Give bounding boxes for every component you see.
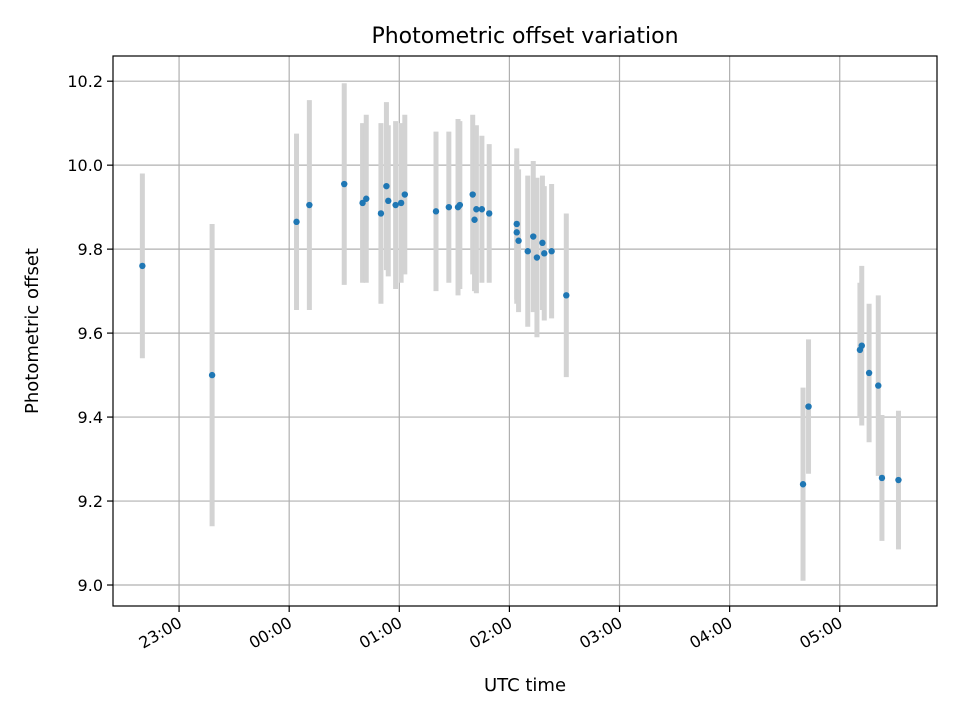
chart-title: Photometric offset variation <box>371 24 678 49</box>
data-point <box>533 254 541 261</box>
y-axis-label: Photometric offset <box>22 248 43 414</box>
plot-frame <box>112 55 938 607</box>
y-tick-label: 10.0 <box>67 156 103 175</box>
data-point <box>539 239 546 247</box>
data-point <box>432 208 440 215</box>
data-point <box>875 382 882 389</box>
x-tick-label: 00:00 <box>246 613 295 653</box>
data-points <box>139 180 902 488</box>
x-tick-label: 05:00 <box>796 613 845 653</box>
x-axis-label: UTC time <box>484 675 566 696</box>
data-point <box>397 199 405 207</box>
data-point <box>359 199 366 207</box>
data-point <box>293 218 300 226</box>
data-point <box>878 474 886 482</box>
data-point <box>486 210 493 217</box>
data-point <box>306 201 313 209</box>
data-point <box>456 201 464 209</box>
error-bars <box>139 83 901 581</box>
data-point <box>515 237 522 244</box>
data-point <box>473 206 480 213</box>
y-tick-label: 9.4 <box>78 408 103 427</box>
y-tick-label: 10.2 <box>67 72 103 91</box>
data-point <box>524 248 531 255</box>
data-point <box>377 210 385 217</box>
data-point <box>341 180 348 188</box>
data-point <box>469 191 476 198</box>
data-point <box>548 248 555 255</box>
data-point <box>139 262 146 270</box>
y-tick-label: 9.8 <box>78 240 103 259</box>
y-tick-label: 9.6 <box>78 324 103 343</box>
data-point <box>208 371 216 379</box>
y-tick-label: 9.0 <box>78 576 103 595</box>
x-tick-label: 02:00 <box>466 613 515 653</box>
data-point <box>445 203 453 211</box>
grid <box>113 56 937 606</box>
y-ticks: 9.0 9.2 9.4 9.6 9.8 10.0 10.2 <box>67 72 113 595</box>
data-point <box>541 250 548 257</box>
data-point <box>858 342 865 349</box>
x-tick-label: 01:00 <box>356 613 405 653</box>
x-tick-label: 04:00 <box>686 613 735 653</box>
data-point <box>471 216 478 223</box>
x-ticks: 23:00 00:00 01:00 02:00 03:00 04:00 05:00 <box>136 606 846 653</box>
data-point <box>383 182 390 190</box>
data-point <box>513 229 520 236</box>
data-point <box>513 220 520 228</box>
data-point <box>799 481 807 488</box>
x-tick-label: 23:00 <box>136 613 185 653</box>
data-point <box>478 206 486 213</box>
y-tick-label: 9.2 <box>78 492 103 511</box>
data-point <box>392 201 399 209</box>
data-point <box>401 191 408 198</box>
x-tick-label: 03:00 <box>576 613 625 653</box>
data-point <box>895 476 902 484</box>
data-point <box>530 233 537 240</box>
data-point <box>865 369 873 377</box>
data-point <box>385 197 392 205</box>
data-point <box>805 403 812 410</box>
data-point <box>563 292 570 299</box>
data-point <box>363 195 370 202</box>
